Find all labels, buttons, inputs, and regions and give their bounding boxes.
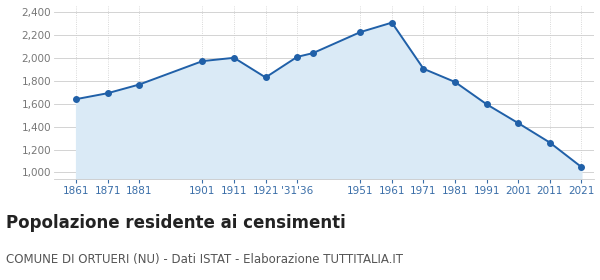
Point (134, 82, 144, 87)
Point (308, 51, 318, 55)
Point (197, 59, 207, 63)
Point (356, 30, 365, 34)
Point (482, 102, 491, 106)
Point (514, 121, 523, 125)
Point (450, 80, 460, 84)
Point (387, 20, 397, 25)
Point (545, 140, 554, 145)
Point (71, 97, 81, 101)
Text: Popolazione residente ai censimenti: Popolazione residente ai censimenti (6, 214, 346, 232)
Text: COMUNE DI ORTUERI (NU) - Dati ISTAT - Elaborazione TUTTITALIA.IT: COMUNE DI ORTUERI (NU) - Dati ISTAT - El… (6, 253, 403, 266)
Point (292, 55, 302, 59)
Point (419, 67, 428, 71)
Point (103, 91, 112, 95)
Point (229, 55, 239, 60)
Point (577, 165, 586, 169)
Point (261, 75, 271, 80)
